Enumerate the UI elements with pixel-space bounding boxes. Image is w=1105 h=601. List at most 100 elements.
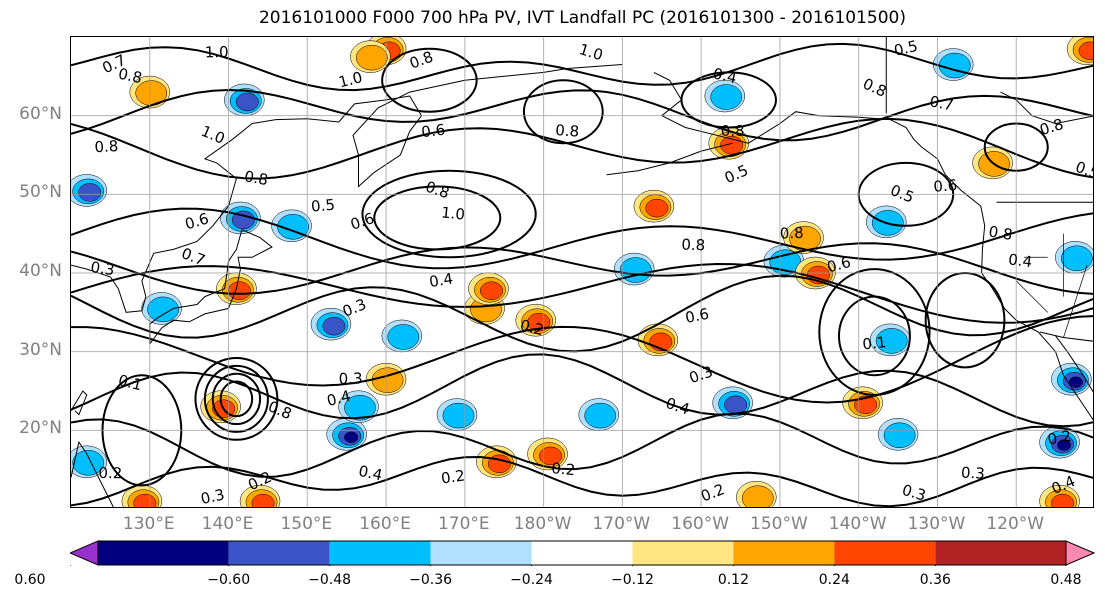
- positive-pc-shading: [527, 312, 551, 332]
- state-border: [1015, 280, 1048, 313]
- coastline: [71, 390, 88, 416]
- map-panel: 0.7 0.8 1.0 1.0 1.0 0.8 0.8 0.6 0.7 0.3 0.5 0.6 0.8 1…: [70, 36, 1094, 508]
- pv-closed-contour: [203, 364, 269, 433]
- negative-pc-shading: [78, 183, 102, 202]
- pv-closed-contour: [818, 268, 931, 396]
- latitude-label: 20°N: [19, 418, 62, 439]
- colorbar-extend-max: [1065, 540, 1095, 566]
- contour-label: 0.3: [340, 295, 369, 321]
- contour-label: 0.6: [825, 253, 853, 277]
- pv-closed-contour: [381, 47, 478, 113]
- longitude-label: 120°W: [986, 514, 1045, 534]
- negative-pc-shading: [1060, 245, 1093, 271]
- contour-label: 0.4: [664, 394, 692, 418]
- colorbar-segment: [228, 541, 330, 565]
- pv-closed-contour: [361, 169, 537, 259]
- pv-contour-line: [71, 42, 1093, 92]
- pv-closed-contour: [219, 380, 254, 418]
- latitude-label: 60°N: [19, 103, 62, 124]
- contour-label: 0.5: [892, 37, 919, 60]
- positive-pc-shading: [480, 281, 503, 300]
- colorbar-segment: [834, 541, 936, 565]
- contour-label: 0.4: [357, 462, 384, 485]
- contour-label: 0.8: [117, 65, 144, 88]
- colorbar: [70, 540, 1095, 566]
- contour-label: 0.6: [684, 305, 711, 327]
- colorbar-tick-label: 0.48: [1050, 572, 1082, 588]
- pv-closed-contour: [194, 356, 279, 441]
- contour-label: 0.6: [420, 121, 446, 142]
- contour-label: 0.8: [779, 224, 803, 243]
- contour-label: 0.8: [987, 222, 1013, 244]
- positive-pc-shading: [355, 44, 388, 71]
- contour-label: 0.7: [928, 92, 955, 114]
- contour-label: 0.4: [1007, 250, 1033, 271]
- colorbar-tick-label: −0.48: [308, 572, 352, 588]
- negative-pc-shading: [231, 210, 255, 230]
- contour-label: 0.1: [116, 371, 144, 394]
- positive-pc-shading: [741, 485, 774, 507]
- colorbar-tick-label: −0.12: [611, 572, 654, 588]
- colorbar-segment: [531, 541, 633, 565]
- map-title: 2016101000 F000 700 hPa PV, IVT Landfall…: [258, 8, 906, 28]
- negative-pc-shading: [883, 422, 916, 448]
- contour-label: 0.4: [325, 387, 353, 410]
- negative-pc-shading: [387, 324, 420, 350]
- gridlines: [71, 37, 1093, 507]
- latitude-label: 40°N: [19, 261, 62, 281]
- longitude-label: 140°E: [201, 514, 254, 534]
- negative-pc-shading: [344, 431, 359, 443]
- colorbar-segment: [329, 541, 431, 565]
- state-border: [1063, 265, 1088, 338]
- pv-closed-contour: [373, 185, 502, 251]
- negative-pc-shading: [322, 316, 346, 336]
- pv-contour-line: [71, 207, 1093, 270]
- contour-label: 0.8: [265, 397, 294, 423]
- contour-label: 0.8: [555, 121, 580, 141]
- map-canvas: 0.70.81.01.01.00.80.80.60.70.30.50.60.81…: [71, 37, 1094, 507]
- negative-pc-shading: [1068, 376, 1083, 388]
- contour-label: 0.8: [243, 167, 270, 189]
- contour-label: 0.4: [711, 64, 738, 87]
- positive-pc-shading: [854, 395, 878, 415]
- contour-label: 0.5: [888, 181, 917, 207]
- contour-label: 0.3: [961, 463, 986, 482]
- negative-pc-shading: [235, 92, 259, 112]
- contour-label: 0.8: [94, 137, 119, 156]
- colorbar-segment: [632, 541, 734, 565]
- contour-label: 0.8: [860, 75, 889, 101]
- longitude-label: 180°W: [513, 514, 572, 534]
- contour-label: 0.6: [183, 209, 211, 233]
- contour-label: 1.0: [198, 122, 227, 148]
- contour-label: 1.0: [440, 203, 466, 223]
- positive-pc-shading: [1051, 493, 1075, 507]
- contour-label: 0.5: [1073, 158, 1094, 183]
- contour-label: 0.2: [1046, 427, 1073, 449]
- longitude-label: 160°W: [671, 514, 730, 534]
- latitude-label: 50°N: [19, 182, 62, 203]
- contour-label: 0.4: [428, 270, 454, 292]
- longitude-label: 140°W: [828, 514, 887, 534]
- positive-pc-shading: [251, 493, 275, 507]
- longitude-label: 170°W: [592, 514, 651, 534]
- longitude-label: 150°E: [280, 514, 333, 534]
- longitude-label: 170°E: [437, 514, 490, 534]
- country-border: [1039, 331, 1093, 342]
- coastline: [606, 142, 733, 176]
- contour-label: 0.1: [862, 333, 888, 353]
- contour-label: 1.0: [577, 40, 605, 64]
- contour-label: 0.3: [900, 481, 928, 505]
- contour-label: 0.2: [98, 464, 122, 482]
- latitude-label: 30°N: [19, 339, 62, 360]
- pv-contour-line: [71, 262, 1093, 324]
- negative-pc-shading: [938, 52, 971, 79]
- contour-label: 0.2: [551, 459, 576, 479]
- longitude-label: 160°E: [359, 514, 411, 534]
- pv-closed-contour: [522, 79, 604, 145]
- pv-contour-line: [71, 353, 1093, 428]
- contour-label: 1.0: [205, 43, 229, 61]
- pv-closed-contour: [838, 295, 911, 377]
- colorbar-segment: [733, 541, 835, 565]
- pv-contour-line: [71, 412, 1093, 478]
- colorbar-tick-label: 0.12: [717, 572, 749, 588]
